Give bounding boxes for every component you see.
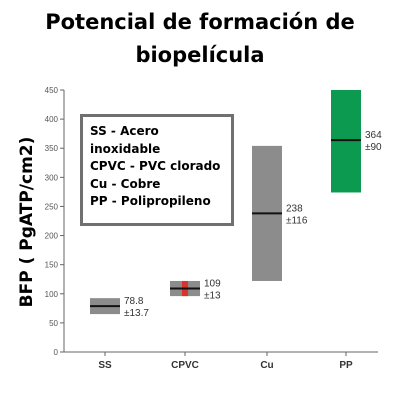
y-axis-label: BFP ( PgATP/cm2): [17, 137, 37, 308]
y-tick-label: 100: [45, 290, 59, 299]
data-label-error: ±13.7: [124, 308, 149, 319]
data-label-value: 238: [286, 203, 303, 214]
data-label-value: 364: [365, 130, 382, 141]
legend-line: Cu - Cobre: [90, 176, 161, 191]
x-tick-label: Cu: [260, 360, 273, 371]
axes: [63, 90, 378, 353]
legend-line: CPVC - PVC clorado: [90, 159, 221, 173]
data-label-value: 78.8: [124, 296, 144, 307]
x-tick-label: PP: [339, 360, 353, 371]
data-label-value: 109: [204, 279, 221, 290]
y-tick-label: 400: [45, 115, 59, 124]
y-tick-label: 450: [45, 86, 59, 95]
y-tick-label: 300: [45, 173, 59, 182]
y-tick-label: 150: [45, 261, 59, 270]
data-boxes: 78.8±13.7 109±13 238±116 364±90: [90, 90, 382, 319]
y-ticks: 0 50 100 150 200 250 300 350 400 450: [45, 86, 64, 357]
y-tick-label: 250: [45, 202, 59, 211]
legend-line: inoxidable: [90, 141, 161, 156]
data-box-pp: [331, 90, 361, 193]
data-label-error: ±90: [365, 142, 382, 153]
data-label-error: ±13: [204, 291, 221, 302]
y-tick-label: 0: [54, 348, 59, 357]
legend-line: PP - Polipropileno: [90, 194, 211, 208]
x-tick-label: SS: [98, 360, 112, 371]
legend-box: SS - Acero inoxidable CPVC - PVC clorado…: [80, 114, 234, 226]
data-label-error: ±116: [286, 215, 308, 226]
y-tick-label: 50: [49, 319, 58, 328]
y-tick-label: 350: [45, 144, 59, 153]
chart-title-line-2: biopelícula: [135, 43, 265, 67]
category-labels: SS CPVC Cu PP: [98, 352, 353, 371]
legend-line: SS - Acero: [90, 124, 159, 138]
chart-title-line-1: Potencial de formación de: [45, 10, 355, 34]
y-tick-label: 200: [45, 232, 59, 241]
x-tick-label: CPVC: [171, 360, 199, 371]
